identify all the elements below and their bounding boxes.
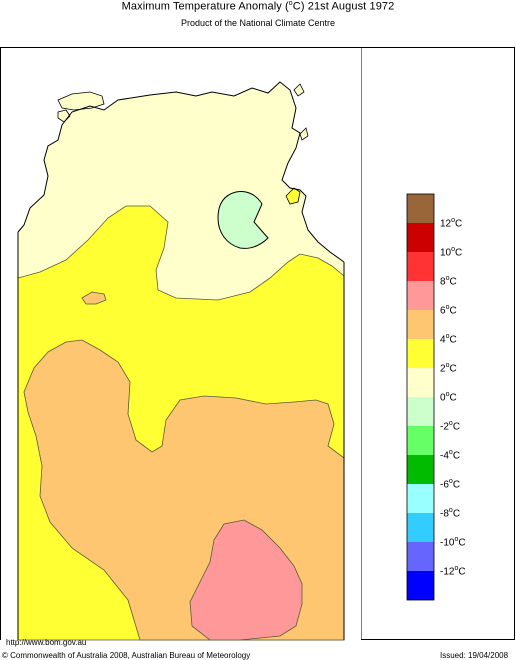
legend-label-value: -2: [440, 421, 449, 433]
footer-url[interactable]: http://www.bom.gov.au: [6, 638, 87, 647]
legend-label: -4oC: [440, 449, 460, 461]
legend-label-degree: o: [445, 333, 450, 340]
legend-swatch: [407, 484, 434, 513]
legend-swatch: [407, 194, 434, 223]
legend-label: -8oC: [440, 507, 460, 519]
land-region-6-8: [189, 519, 303, 641]
legend-label: 0oC: [440, 391, 457, 403]
legend-swatch: [407, 223, 434, 252]
legend-label-unit: C: [449, 363, 457, 375]
legend-label-degree: o: [448, 420, 453, 427]
legend-label-degree: o: [445, 275, 450, 282]
legend-label-degree: o: [451, 246, 456, 253]
legend-label-degree: o: [451, 217, 456, 224]
map-title-suffix: C) 21st August 1972: [292, 0, 395, 13]
legend-swatch: [407, 397, 434, 426]
coastline: [17, 81, 345, 263]
legend-outline: [406, 193, 435, 601]
map-area: [1, 48, 361, 641]
legend-swatch: [407, 542, 434, 571]
legend-label: 4oC: [440, 333, 457, 345]
legend-label: 8oC: [440, 275, 457, 287]
map-subtitle: Product of the National Climate Centre: [180, 18, 336, 28]
legend-label-unit: C: [452, 508, 461, 520]
island-north-east: [293, 83, 305, 97]
legend-label-value: 2: [440, 363, 446, 375]
island-melville: [57, 91, 105, 111]
legend-label: 10oC: [440, 246, 462, 258]
legend-label-degree: o: [448, 507, 453, 514]
map-title-degree: o: [288, 0, 293, 7]
legend-swatch: [407, 339, 434, 368]
legend-label-value: 6: [440, 305, 446, 317]
legend-label-degree: o: [454, 565, 459, 572]
legend-label: 12oC: [440, 217, 462, 229]
legend-label-degree: o: [445, 391, 450, 398]
legend-label: 6oC: [440, 304, 457, 316]
legend-label-value: 0: [440, 392, 446, 404]
legend-label: -2oC: [440, 420, 460, 432]
legend-label-unit: C: [458, 566, 466, 578]
legend-label-degree: o: [448, 478, 453, 485]
legend-swatch: [407, 281, 434, 310]
legend-swatch: [407, 571, 434, 600]
legend-label-value: 4: [440, 334, 446, 346]
legend-label-degree: o: [445, 362, 450, 369]
legend-label-unit: C: [452, 421, 461, 433]
land-region-4-6-blob: [81, 291, 107, 305]
footer-copyright: © Commonwealth of Australia 2008, Austra…: [2, 651, 251, 660]
legend-swatch: [407, 252, 434, 281]
legend-label-value: -12: [440, 566, 455, 578]
legend-swatch: [407, 455, 434, 484]
legend-label-value: -8: [440, 508, 449, 520]
legend-label-unit: C: [458, 537, 466, 549]
legend-swatch: [407, 426, 434, 455]
map-frame: [0, 47, 515, 641]
legend-colorbar: [406, 193, 435, 601]
legend-label-value: 8: [440, 276, 446, 288]
legend-label-value: -4: [440, 450, 449, 462]
legend-label-unit: C: [449, 305, 457, 317]
map-title-prefix: Maximum Temperature Anomaly (: [121, 0, 289, 13]
legend-label-degree: o: [454, 536, 459, 543]
island-small: [299, 127, 309, 141]
legend-label-unit: C: [452, 450, 461, 462]
legend-label-value: -6: [440, 479, 449, 491]
legend-label-unit: C: [455, 218, 463, 230]
legend-label-degree: o: [448, 449, 453, 456]
legend-label-unit: C: [449, 392, 457, 404]
legend-swatch: [407, 513, 434, 542]
legend-label-unit: C: [449, 334, 457, 346]
island-groote: [285, 187, 301, 205]
legend-label: -12oC: [440, 565, 466, 577]
legend-swatch: [407, 310, 434, 339]
legend-label-unit: C: [455, 247, 463, 259]
legend-swatch: [407, 368, 434, 397]
legend-label: -6oC: [440, 478, 460, 490]
legend-label-unit: C: [449, 276, 457, 288]
map-title: Maximum Temperature Anomaly (oC) 21st Au…: [0, 0, 516, 13]
land-region-minus-2-0: [217, 191, 269, 249]
legend-label-value: 12: [440, 218, 452, 230]
legend-label: 2oC: [440, 362, 457, 374]
legend-label-degree: o: [445, 304, 450, 311]
footer-issued: Issued: 19/04/2008: [440, 651, 509, 660]
legend-label-value: 10: [440, 247, 452, 259]
legend-label: -10oC: [440, 536, 466, 548]
legend-label-unit: C: [452, 479, 461, 491]
legend-label-value: -10: [440, 537, 455, 549]
